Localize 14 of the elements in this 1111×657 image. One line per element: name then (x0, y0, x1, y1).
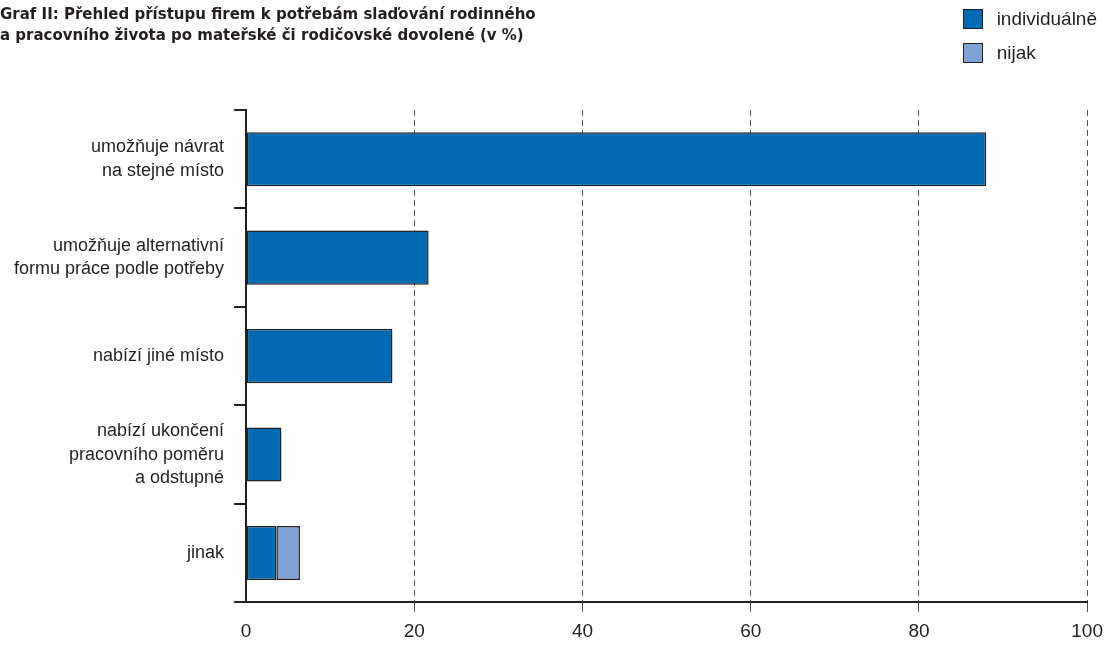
x-tick-label: 60 (740, 619, 762, 641)
chart-title: Graf II: Přehled přístupu firem k potřebám slaďování rodinného a pracovního života po mateřské či rodičovské dovolené (v %) (0, 4, 536, 46)
y-tick-label: umožňuje návrat na stejné místo (91, 136, 225, 180)
legend-label: individuálně (996, 8, 1097, 30)
x-tick-label: 100 (1071, 619, 1103, 641)
y-tick-label: jinak (186, 541, 226, 562)
x-tick-label: 0 (240, 619, 252, 641)
y-tick-label: umožňuje alternativní formu práce podle potřeby (14, 234, 225, 279)
x-tick-label: 80 (908, 619, 930, 641)
legend-label: nijak (996, 42, 1036, 64)
y-tick-label: nabízí ukončení pracovního poměru a odstupné (69, 420, 225, 487)
y-tick-label: nabízí jiné místo (93, 345, 225, 366)
x-tick-label: 40 (571, 619, 594, 641)
x-tick-label: 20 (403, 619, 425, 641)
